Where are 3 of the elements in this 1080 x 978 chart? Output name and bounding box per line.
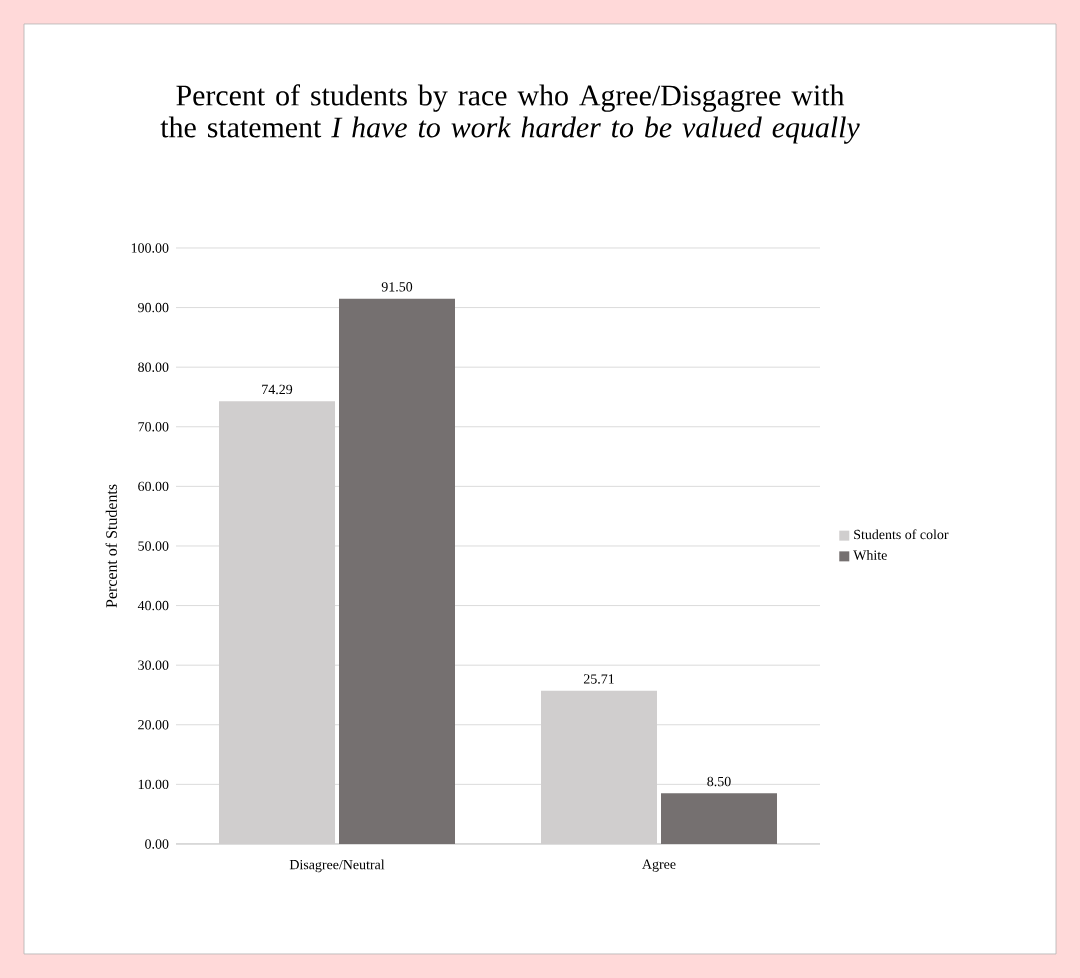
bar (339, 298, 455, 844)
bar (661, 793, 778, 844)
chart-title: Percent of students by race who Agree/Disgagree with the statement I have to work harder to be valued equally (160, 84, 860, 144)
